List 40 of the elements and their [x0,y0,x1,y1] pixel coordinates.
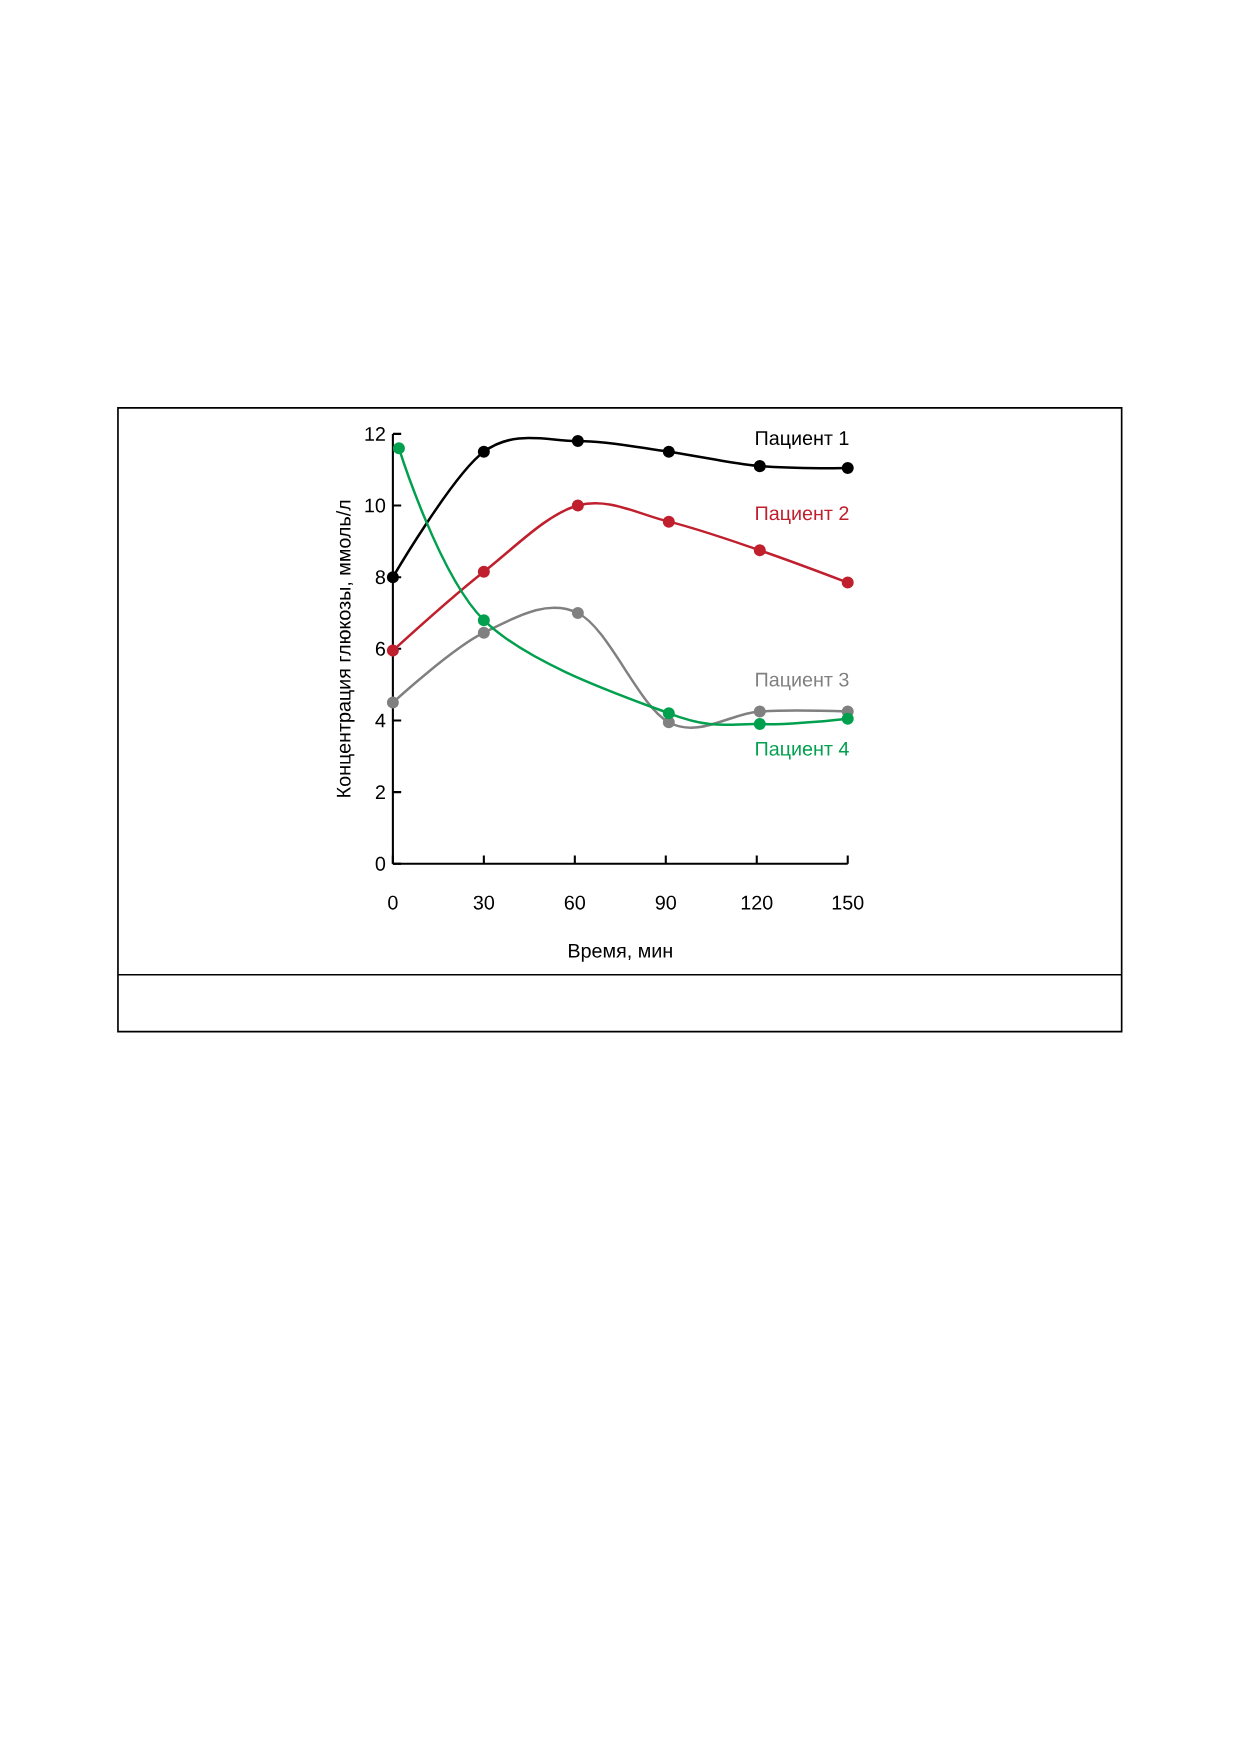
series-label: Пациент 2 [756,506,849,525]
point [753,460,767,473]
point [662,445,676,458]
point [572,606,585,620]
point [753,705,767,718]
point [841,576,854,589]
point [841,461,854,474]
point [387,571,400,584]
point [478,614,491,627]
x-tick-label: 30 [473,895,495,910]
point [478,565,491,578]
y-tick-label: 4 [375,713,386,728]
point [753,544,767,557]
point [841,712,854,725]
point [662,707,676,720]
y-tick-label: 6 [376,641,386,656]
point [387,696,400,709]
point [393,442,406,455]
x-tick-label: 90 [655,895,677,910]
y-tick-label: 0 [375,856,386,871]
x-tick-label: 120 [741,895,773,910]
x-tick-label: 150 [832,895,864,910]
series-label: Пациент 1 [756,431,849,449]
x-axis-title: Время, мин [569,943,673,962]
point [478,445,491,458]
y-tick-label: 2 [376,785,386,799]
x-tick-label: 60 [565,895,586,910]
point [572,499,585,512]
series-label: Пациент 4 [756,741,849,760]
y-tick-label: 12 [365,427,386,441]
point [753,718,767,731]
y-tick-label: 8 [375,570,386,585]
y-axis-title: Концентрация глюкозы, ммоль/л [336,500,355,797]
point [478,626,491,639]
point [662,515,676,528]
point [572,435,585,448]
point [387,644,400,657]
y-tick-label: 10 [365,498,386,513]
series-label: Пациент 3 [756,672,849,691]
x-tick-label: 0 [388,895,398,910]
